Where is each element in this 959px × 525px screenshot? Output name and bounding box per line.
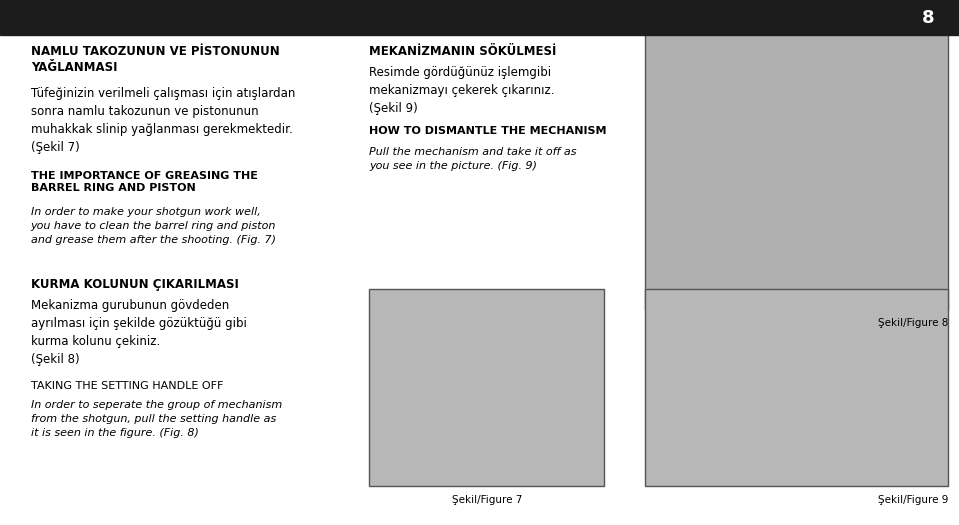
Text: Mekanizma gurubunun gövdeden
ayrılması için şekilde gözüktüğü gibi
kurma kolunu : Mekanizma gurubunun gövdeden ayrılması i… [31,299,246,366]
Text: Şekil/Figure 7: Şekil/Figure 7 [452,495,522,505]
Text: Resimde gördüğünüz işlemgibi
mekanizmayı çekerek çıkarınız.
(Şekil 9): Resimde gördüğünüz işlemgibi mekanizmayı… [369,66,554,114]
Text: In order to seperate the group of mechanism
from the shotgun, pull the setting h: In order to seperate the group of mechan… [31,400,282,438]
Text: Pull the mechanism and take it off as
you see in the picture. (Fig. 9): Pull the mechanism and take it off as yo… [369,147,576,171]
Text: Şekil/Figure 9: Şekil/Figure 9 [878,495,948,505]
Text: KURMA KOLUNUN ÇIKARILMASI: KURMA KOLUNUN ÇIKARILMASI [31,278,239,291]
Bar [369,289,604,486]
Text: NAMLU TAKOZUNUN VE PİSTONUNUN
YAĞLANMASI: NAMLU TAKOZUNUN VE PİSTONUNUN YAĞLANMASI [31,45,279,74]
Bar [645,34,948,310]
Bar [645,289,948,486]
Text: In order to make your shotgun work well,
you have to clean the barrel ring and p: In order to make your shotgun work well,… [31,207,276,245]
Text: HOW TO DISMANTLE THE MECHANISM: HOW TO DISMANTLE THE MECHANISM [369,126,607,136]
Text: 8: 8 [922,8,935,27]
Bar [0,0,959,35]
Text: THE IMPORTANCE OF GREASING THE
BARREL RING AND PISTON: THE IMPORTANCE OF GREASING THE BARREL RI… [31,171,258,193]
Text: MEKANİZMANIN SÖKÜLMESİ: MEKANİZMANIN SÖKÜLMESİ [369,45,556,58]
Text: TAKING THE SETTING HANDLE OFF: TAKING THE SETTING HANDLE OFF [31,381,223,391]
Text: Şekil/Figure 8: Şekil/Figure 8 [878,318,948,328]
Text: Tüfeğinizin verilmeli çalışması için atışlardan
sonra namlu takozunun ve pistonu: Tüfeğinizin verilmeli çalışması için atı… [31,87,295,154]
